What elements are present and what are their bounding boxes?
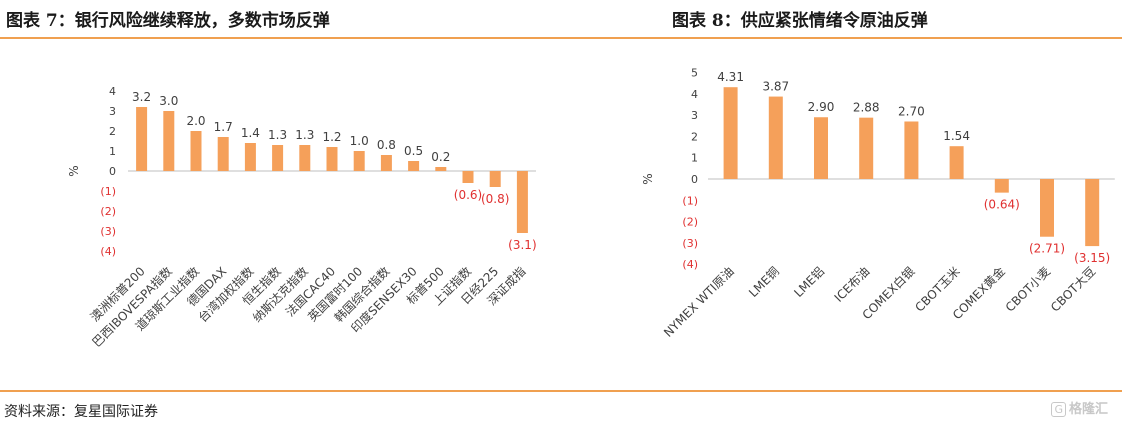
- y-tick-label: (3): [682, 237, 698, 250]
- y-tick-label: 5: [691, 67, 698, 80]
- category-label: CBOT小麦: [1003, 264, 1053, 314]
- source-note: 资料来源：复星国际证券: [4, 404, 158, 420]
- category-label: LME铜: [745, 264, 782, 301]
- bar: [814, 117, 828, 179]
- y-tick-label: 4: [691, 88, 698, 101]
- data-label: (0.6): [454, 188, 482, 202]
- data-label: (3.15): [1074, 251, 1110, 265]
- bar: [272, 145, 284, 171]
- y-tick-label: 3: [109, 105, 116, 118]
- data-label: 2.88: [853, 101, 880, 115]
- data-label: 3.87: [762, 80, 789, 94]
- data-label: 1.54: [943, 129, 970, 143]
- data-label: 1.7: [214, 120, 233, 134]
- bar: [1085, 179, 1100, 247]
- data-label: 0.8: [377, 138, 396, 152]
- bar: [163, 111, 175, 171]
- category-label: CBOT大豆: [1048, 264, 1098, 314]
- y-tick-label: 1: [691, 152, 698, 165]
- bar: [1040, 179, 1054, 237]
- left-bar-chart: (4)(3)(2)(1)01234%3.2澳洲标普2003.0巴西IBOVESP…: [67, 85, 537, 350]
- data-label: (0.8): [481, 192, 509, 206]
- left-chart-title: 图表 7：银行风险继续释放，多数市场反弹: [6, 11, 330, 31]
- watermark-text: 格隆汇: [1068, 402, 1108, 417]
- data-label: 3.0: [159, 94, 178, 108]
- bar: [949, 146, 964, 179]
- y-tick-label: 4: [109, 85, 116, 98]
- y-tick-label: 3: [691, 109, 698, 122]
- data-label: 1.2: [322, 130, 341, 144]
- bar: [435, 167, 447, 171]
- category-label: LME铝: [791, 264, 828, 301]
- data-label: (0.64): [984, 198, 1020, 212]
- y-axis-label: %: [641, 173, 655, 184]
- data-label: 2.90: [808, 100, 835, 114]
- data-label: 1.3: [295, 128, 314, 142]
- data-label: 1.0: [350, 134, 369, 148]
- data-label: 1.3: [268, 128, 287, 142]
- watermark-logo-icon: G: [1051, 402, 1066, 417]
- bar: [768, 96, 783, 179]
- y-tick-label: 1: [109, 145, 116, 158]
- top-divider: [0, 37, 1122, 39]
- data-label: (2.71): [1029, 242, 1065, 256]
- bar: [408, 161, 420, 171]
- bar: [353, 151, 365, 171]
- y-axis-label: %: [67, 165, 81, 176]
- y-tick-label: 0: [109, 165, 116, 178]
- y-tick-label: 2: [109, 125, 116, 138]
- data-label: 0.2: [431, 150, 450, 164]
- bar: [190, 131, 202, 171]
- y-tick-label: (4): [682, 258, 698, 271]
- y-tick-label: (4): [100, 245, 116, 258]
- bar: [516, 171, 528, 233]
- data-label: 2.70: [898, 104, 925, 118]
- y-tick-label: (1): [682, 194, 698, 207]
- bar: [489, 171, 501, 187]
- y-tick-label: (2): [682, 216, 698, 229]
- data-label: 1.4: [241, 126, 260, 140]
- y-tick-label: (2): [100, 205, 116, 218]
- data-label: (3.1): [508, 238, 536, 252]
- data-label: 2.0: [186, 114, 205, 128]
- watermark: G 格隆汇: [1051, 398, 1108, 417]
- bar: [462, 171, 474, 183]
- data-label: 0.5: [404, 144, 423, 158]
- category-label: ICE布油: [832, 264, 873, 305]
- bar: [723, 87, 738, 179]
- bar: [244, 143, 256, 171]
- bar: [904, 121, 919, 179]
- bar: [299, 145, 311, 171]
- data-label: 4.31: [717, 70, 744, 84]
- bar: [217, 137, 229, 171]
- y-tick-label: (3): [100, 225, 116, 238]
- right-chart-title: 图表 8：供应紧张情绪令原油反弹: [672, 11, 928, 31]
- bottom-divider: [0, 390, 1122, 392]
- y-tick-label: 2: [691, 130, 698, 143]
- category-label: NYMEX WTI原油: [661, 264, 737, 340]
- bar: [326, 147, 338, 171]
- data-label: 3.2: [132, 90, 151, 104]
- bar: [136, 107, 148, 171]
- bar: [380, 155, 392, 171]
- bar: [859, 117, 874, 179]
- bar: [994, 179, 1009, 193]
- y-tick-label: (1): [100, 185, 116, 198]
- right-bar-chart: (4) (3) (2) (1) 0 1 2 3 4 5% 4.31 NYMEX WTI原油 3.87 LM…: [641, 67, 1115, 340]
- y-tick-label: 0: [691, 173, 698, 186]
